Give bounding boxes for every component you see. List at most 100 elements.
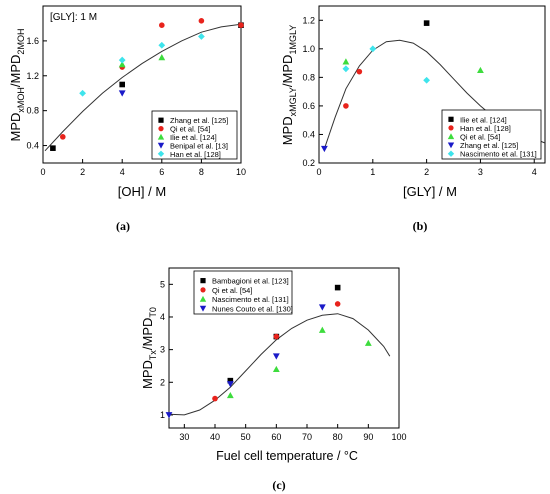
- data-point-a-series-5: [118, 56, 126, 64]
- x-tick-label-c: 30: [179, 432, 189, 442]
- y-tick-label-b: 0.8: [302, 72, 315, 82]
- x-tick-label-b: 2: [424, 167, 429, 177]
- legend-label-c-2: Qi et al. [54]: [212, 286, 252, 295]
- x-tick-label-b: 3: [478, 167, 483, 177]
- data-point-a-series-2: [60, 134, 66, 140]
- data-point-b-series-1: [423, 20, 430, 26]
- fit-curve-a: [44, 23, 242, 152]
- data-point-c-series-4: [272, 353, 280, 360]
- y-tick-label-b: 1.0: [302, 44, 315, 54]
- legend-label-a-2: Qi et al. [54]: [170, 125, 210, 134]
- legend-label-a-3: Ilie et al. [124]: [170, 133, 217, 142]
- legend-marker-b-5: [447, 150, 455, 157]
- data-point-c-series-3: [364, 339, 372, 346]
- x-tick-label-c: 90: [363, 432, 373, 442]
- x-tick-label-c: 70: [302, 432, 312, 442]
- legend-b: Ilie et al. [124]Han et al. [128]Qi et a…: [441, 109, 542, 160]
- data-point-c-series-1: [227, 377, 234, 384]
- data-point-b-series-5: [342, 65, 350, 73]
- y-label-main2-a: MPD: [8, 55, 23, 84]
- data-point-a-series-2: [198, 18, 205, 24]
- x-axis-label-a: [OH] / M: [118, 184, 166, 199]
- legend-marker-b-3: [447, 133, 455, 140]
- data-point-b-series-3: [342, 58, 350, 65]
- legend-marker-b-2: [448, 125, 454, 131]
- legend-label-a-4: Benipal et al. [13]: [170, 141, 228, 150]
- y-label-sub1-a: xMOH: [16, 87, 26, 113]
- legend-marker-a-2: [158, 126, 164, 132]
- y-axis-label-a: MPDxMOH/MPD2MOH: [8, 29, 26, 142]
- data-point-a-series-2: [159, 22, 165, 28]
- y-label-main-b: MPD: [280, 116, 295, 145]
- x-tick-label-c: 60: [271, 432, 281, 442]
- x-tick-label-b: 0: [316, 167, 321, 177]
- legend-label-c-1: Bambagioni et al. [123]: [212, 277, 289, 286]
- data-point-c-series-3: [272, 365, 280, 373]
- legend-label-c-4: Nunes Couto et al. [130]: [212, 304, 293, 313]
- legend-label-b-4: Zhang et al. [125]: [460, 141, 518, 150]
- legend-label-b-2: Han et al. [128]: [460, 124, 511, 133]
- data-point-a-series-3: [158, 54, 166, 61]
- panel-label-b: (b): [413, 219, 428, 233]
- y-label-main2-b: MPD: [280, 55, 295, 84]
- y-tick-label-b: 0.6: [302, 101, 315, 111]
- legend-label-c-3: Nascimento et al. [131]: [212, 295, 289, 304]
- plot-area-a: 0 2 4 6 8 10 0.4 0.8 1.2 1.6: [26, 18, 246, 177]
- legend-marker-b-4: [447, 142, 455, 149]
- data-point-a-series-1: [119, 81, 125, 88]
- x-axis-label-b: [GLY] / M: [403, 184, 457, 199]
- data-point-a-series-2: [238, 22, 244, 28]
- legend-box-b: [441, 109, 542, 160]
- y-label-sub2-c: T0: [148, 307, 158, 318]
- x-tick-label-a: 0: [40, 167, 45, 177]
- x-axis-label-c: Fuel cell temperature / °C: [216, 449, 358, 463]
- legend-marker-c-4: [199, 305, 207, 312]
- legend-marker-a-3: [157, 133, 165, 140]
- data-point-c-series-3: [318, 326, 326, 333]
- legend-marker-c-2: [200, 287, 206, 293]
- data-point-a-series-3: [118, 61, 126, 68]
- y-label-main2-c: MPD: [140, 318, 155, 347]
- data-point-a-series-5: [79, 89, 86, 97]
- y-tick-label-c: 2: [160, 377, 165, 387]
- y-label-sub1-b: xMGLY: [288, 87, 298, 116]
- y-tick-label-a: 0.8: [26, 106, 39, 116]
- legend-marker-a-1: [158, 117, 164, 123]
- data-point-c-series-4: [318, 304, 326, 311]
- plot-frame-c: [168, 267, 400, 429]
- y-tick-label-c: 5: [160, 279, 165, 289]
- legend-marker-c-3: [199, 295, 207, 302]
- legend-label-a-1: Zhang et al. [125]: [170, 116, 228, 125]
- y-axis-label-c: MPDTx/MPDT0: [140, 307, 158, 389]
- x-tick-label-a: 2: [80, 167, 85, 177]
- legend-marker-a-4: [157, 142, 165, 149]
- data-point-b-series-3: [477, 66, 484, 74]
- y-tick-label-a: 1.6: [26, 36, 39, 46]
- panel-label-a: (a): [116, 219, 130, 233]
- data-point-c-series-4: [165, 412, 173, 419]
- y-tick-label-a: 0.4: [26, 141, 39, 151]
- data-point-b-series-2: [343, 103, 349, 109]
- legend-label-a-5: Han et al. [128]: [170, 150, 221, 159]
- legend-label-b-1: Ilie et al. [124]: [460, 115, 507, 124]
- plot-frame-a: [42, 5, 242, 164]
- legend-c: Bambagioni et al. [123]Qi et al. [54]Nas…: [193, 270, 293, 315]
- data-point-b-series-5: [369, 45, 377, 53]
- y-axis-label-b: MPDxMGLY/MPD1MGLY: [280, 25, 298, 146]
- x-tick-label-a: 4: [120, 167, 125, 177]
- x-tick-label-a: 6: [159, 167, 164, 177]
- data-point-a-series-5: [158, 41, 166, 49]
- x-tick-label-b: 4: [532, 167, 537, 177]
- data-point-c-series-4: [226, 381, 234, 388]
- chart-panel-b: MPDxMGLY/MPD1MGLY [GLY] / M 0 1 2 3 4 0.2 0.4 0…: [280, 5, 546, 233]
- y-label-sub2-a: 2MOH: [16, 29, 26, 55]
- legend-marker-b-1: [448, 116, 454, 122]
- plot-frame-b: [318, 5, 546, 164]
- plot-area-c: 30 40 50 60 70 80 90 100 1 2 3 4 5: [160, 279, 407, 442]
- data-point-c-series-3: [226, 391, 234, 399]
- y-tick-label-b: 1.2: [302, 15, 315, 25]
- chart-panel-c: MPDTx/MPDT0 Fuel cell temperature / °C 3…: [140, 267, 407, 492]
- data-point-a-series-5: [198, 33, 205, 40]
- y-label-sub1-c: Tx: [148, 350, 158, 360]
